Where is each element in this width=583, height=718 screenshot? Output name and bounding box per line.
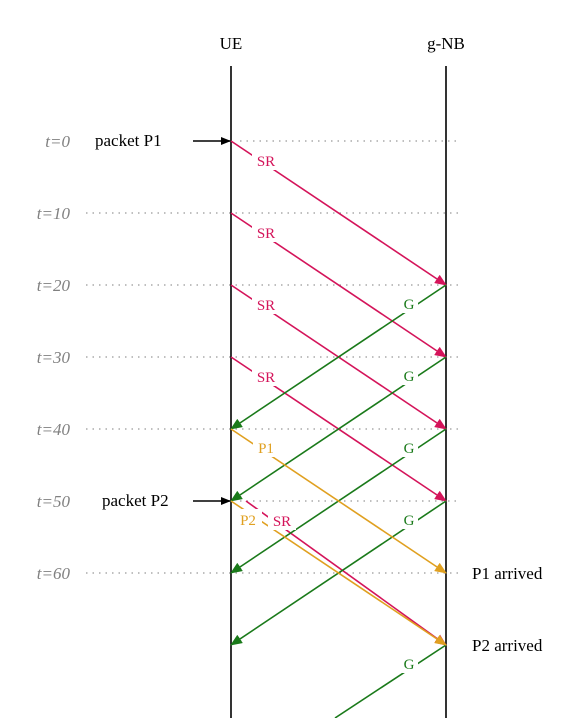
grant-label-4: G: [404, 513, 415, 529]
time-label-t0: t=0: [45, 132, 70, 151]
sr-label-2: SR: [257, 226, 275, 242]
p2-label: P2: [240, 513, 256, 529]
grant-label-1: G: [404, 297, 415, 313]
grant-label-3: G: [404, 441, 415, 457]
time-label-t50: t=50: [37, 492, 71, 511]
sr-label-4: SR: [257, 370, 275, 386]
time-label-t20: t=20: [37, 276, 71, 295]
p2-arrived-label: P2 arrived: [472, 636, 543, 655]
grant-label-2: G: [404, 369, 415, 385]
packet-p2-label: packet P2: [102, 491, 169, 510]
p1-label: P1: [258, 441, 274, 457]
time-label-t30: t=30: [37, 348, 71, 367]
p1-arrived-label: P1 arrived: [472, 564, 543, 583]
ue-header: UE: [220, 34, 243, 53]
sr-label-3: SR: [257, 298, 275, 314]
sr-label-1: SR: [257, 154, 275, 170]
time-label-t10: t=10: [37, 204, 71, 223]
time-label-t60: t=60: [37, 564, 71, 583]
grant-arrow-5: [335, 645, 446, 718]
sr-label-5: SR: [273, 514, 291, 530]
packet-p1-label: packet P1: [95, 131, 162, 150]
grant-label-5: G: [404, 657, 415, 673]
gnb-header: g-NB: [427, 34, 465, 53]
time-label-t40: t=40: [37, 420, 71, 439]
